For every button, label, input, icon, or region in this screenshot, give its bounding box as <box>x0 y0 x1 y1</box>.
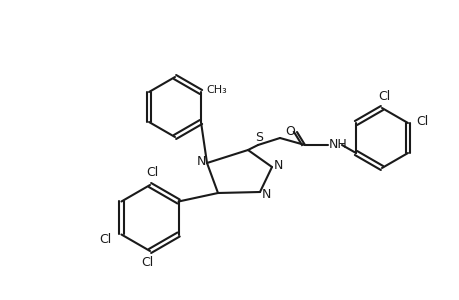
Text: S: S <box>254 130 263 143</box>
Text: CH₃: CH₃ <box>206 85 227 95</box>
Text: Cl: Cl <box>146 167 158 179</box>
Text: O: O <box>285 124 294 137</box>
Text: Cl: Cl <box>377 89 389 103</box>
Text: Cl: Cl <box>99 233 111 246</box>
Text: N: N <box>273 158 282 172</box>
Text: Cl: Cl <box>415 115 427 128</box>
Text: N: N <box>261 188 270 202</box>
Text: NH: NH <box>328 137 347 151</box>
Text: N: N <box>196 154 205 167</box>
Text: Cl: Cl <box>140 256 153 269</box>
